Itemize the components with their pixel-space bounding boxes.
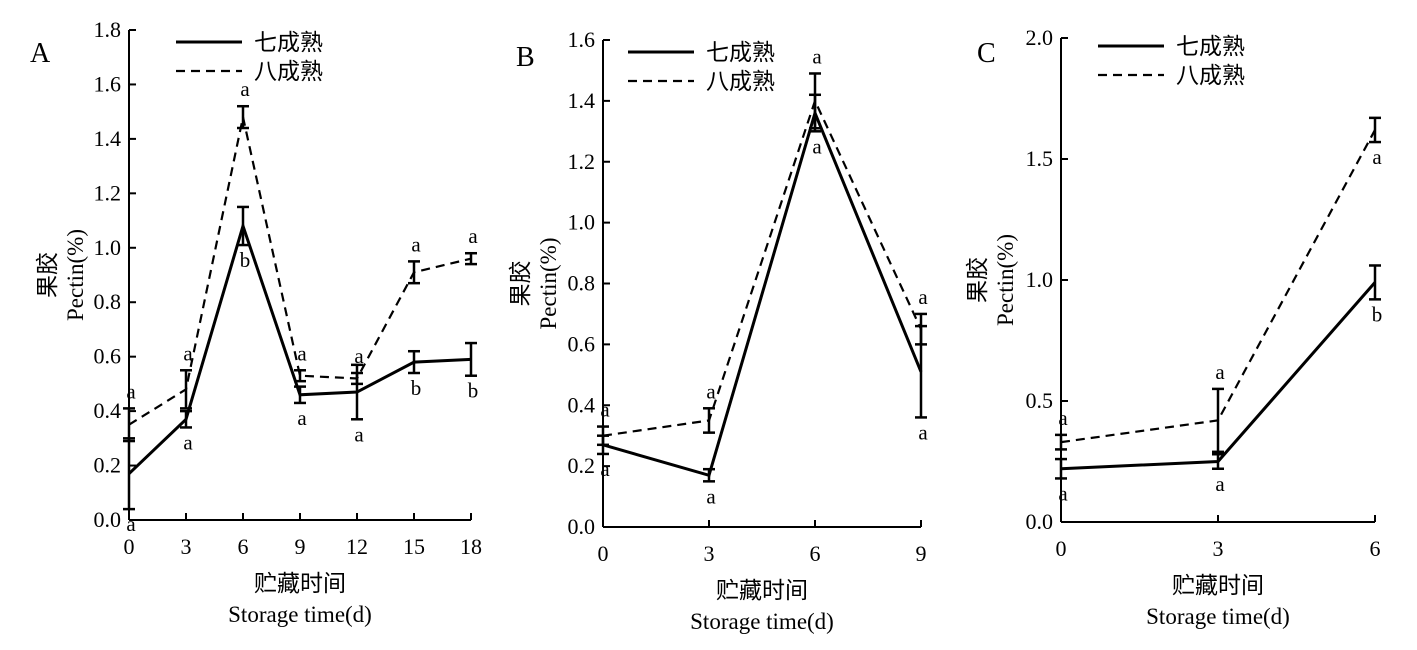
legend-label: 七成熟 <box>1176 34 1245 59</box>
x-tick-label: 15 <box>403 534 425 559</box>
significance-label: a <box>918 420 928 444</box>
x-axis-label-en: Storage time(d) <box>690 609 834 634</box>
x-tick-label: 6 <box>238 534 249 559</box>
series-1: a a a a 七成熟 <box>597 40 928 508</box>
significance-label: a <box>1215 472 1225 496</box>
x-tick-label: 12 <box>346 534 368 559</box>
significance-label: a <box>1058 406 1068 430</box>
x-axis-label-cn: 贮藏时间 <box>1172 573 1264 598</box>
significance-label: a <box>600 398 610 422</box>
legend-label: 八成熟 <box>254 59 323 84</box>
x-tick-label: 3 <box>704 541 715 566</box>
y-tick-label: 0.5 <box>1026 388 1054 413</box>
significance-label: a <box>706 484 716 508</box>
significance-label: a <box>183 430 193 454</box>
y-axis-label-cn: 果胶 <box>965 257 990 303</box>
series-line <box>602 97 922 437</box>
series-2: a a a 八成熟 <box>1055 63 1382 454</box>
x-tick-label: 9 <box>295 534 306 559</box>
y-tick-label: 0.0 <box>1026 509 1054 534</box>
x-axis-label-cn: 贮藏时间 <box>254 571 346 596</box>
x-tick-label: 6 <box>810 541 821 566</box>
series-line <box>602 108 923 478</box>
panel-c: C 0.0 0.5 1.0 1.5 2.0 0 3 6 贮藏时间 Storage time(d) 果胶… <box>965 25 1382 629</box>
significance-label: a <box>1372 145 1382 169</box>
significance-label: a <box>812 134 822 158</box>
y-tick-label: 0.0 <box>94 507 122 532</box>
y-tick-label: 1.0 <box>568 210 596 235</box>
significance-label: a <box>706 379 716 403</box>
y-tick-label: 0.6 <box>568 331 596 356</box>
y-tick-label: 0.8 <box>94 289 122 314</box>
y-tick-label: 0.4 <box>94 398 122 423</box>
significance-label: b <box>240 248 251 272</box>
series-1: a a b a a b b 七成熟 <box>123 30 478 536</box>
panel-letter: B <box>516 42 535 73</box>
y-tick-label: 1.4 <box>94 126 122 151</box>
y-axis-label-en: Pectin(%) <box>993 234 1018 326</box>
x-tick-label: 3 <box>1213 536 1224 561</box>
x-tick-label: 6 <box>1370 536 1381 561</box>
series-2: a a a a 八成熟 <box>597 44 928 447</box>
y-tick-label: 0.2 <box>94 453 122 478</box>
y-tick-label: 1.0 <box>1026 267 1054 292</box>
significance-label: a <box>240 77 250 101</box>
y-tick-label: 0.6 <box>94 344 122 369</box>
legend-label: 七成熟 <box>706 40 775 65</box>
significance-label: a <box>411 232 421 256</box>
x-axis-label-en: Storage time(d) <box>228 602 372 627</box>
significance-label: b <box>468 379 479 403</box>
y-tick-label: 1.4 <box>568 88 596 113</box>
x-tick-label: 9 <box>916 541 927 566</box>
y-tick-label: 1.2 <box>568 149 596 174</box>
significance-label: b <box>1372 302 1383 326</box>
significance-label: a <box>126 512 136 536</box>
y-tick-label: 1.2 <box>94 180 122 205</box>
panel-letter: A <box>30 38 51 69</box>
x-tick-label: 18 <box>460 534 482 559</box>
panel-b: B 0.0 0.2 0.4 0.6 0.8 1.0 1.2 1.4 1.6 0 3 6 9 贮藏时间 Stor… <box>508 27 928 634</box>
y-axis-label-cn: 果胶 <box>35 252 60 298</box>
y-axis-label-cn: 果胶 <box>508 261 533 307</box>
x-tick-label: 3 <box>181 534 192 559</box>
significance-label: b <box>411 376 422 400</box>
legend-label: 七成熟 <box>254 30 323 55</box>
x-axis-label-en: Storage time(d) <box>1146 604 1290 629</box>
significance-label: a <box>354 344 364 368</box>
significance-label: a <box>297 341 307 365</box>
significance-label: a <box>354 422 364 446</box>
y-tick-label: 0.0 <box>568 514 596 539</box>
significance-label: a <box>468 224 478 248</box>
significance-label: a <box>126 379 136 403</box>
x-tick-label: 0 <box>1056 536 1067 561</box>
y-tick-label: 1.5 <box>1026 146 1054 171</box>
y-axis-label-en: Pectin(%) <box>536 238 561 330</box>
y-tick-label: 0.4 <box>568 392 596 417</box>
legend-label: 八成熟 <box>706 69 775 94</box>
significance-label: a <box>183 341 193 365</box>
significance-label: a <box>297 406 307 430</box>
y-axis-label-en: Pectin(%) <box>63 229 88 321</box>
x-tick-label: 0 <box>124 534 135 559</box>
panel-a: A 0.0 0.2 0.4 0.6 0.8 1.0 1.2 1.4 1.6 1.8 0 3 6 9 12 15 1… <box>30 17 482 627</box>
x-axis-label-cn: 贮藏时间 <box>716 578 808 603</box>
y-tick-label: 0.8 <box>568 271 596 296</box>
panel-letter: C <box>977 38 996 69</box>
y-tick-label: 0.2 <box>568 453 596 478</box>
legend-label: 八成熟 <box>1176 63 1245 88</box>
y-tick-label: 1.6 <box>94 71 122 96</box>
significance-label: a <box>1058 481 1068 505</box>
y-tick-label: 2.0 <box>1026 25 1054 50</box>
y-tick-label: 1.8 <box>94 17 122 42</box>
significance-label: a <box>600 457 610 481</box>
significance-label: a <box>918 285 928 309</box>
series-1: a a b 七成熟 <box>1055 34 1382 505</box>
x-tick-label: 0 <box>598 541 609 566</box>
y-tick-label: 1.6 <box>568 27 596 52</box>
y-tick-label: 1.0 <box>94 235 122 260</box>
significance-label: a <box>812 44 822 68</box>
significance-label: a <box>1215 360 1225 384</box>
